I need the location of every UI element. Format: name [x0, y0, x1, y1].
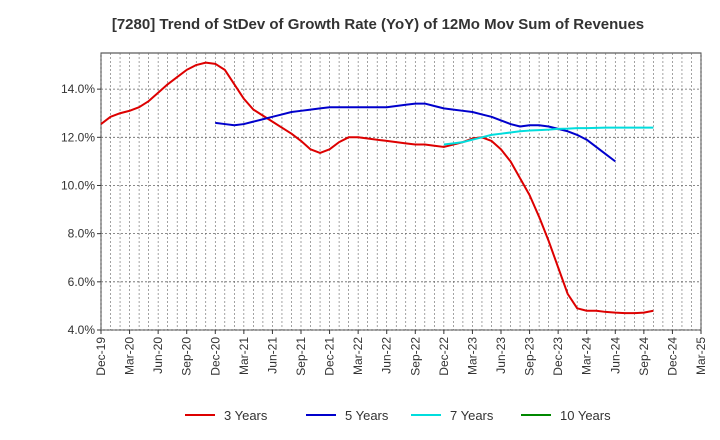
legend-label: 5 Years: [345, 408, 389, 423]
x-tick-label: Sep-24: [637, 337, 651, 376]
series-lines: [100, 61, 654, 315]
y-tick-label: 4.0%: [68, 323, 96, 337]
x-tick-label: Mar-25: [694, 337, 708, 375]
x-tick-label: Jun-20: [151, 337, 165, 374]
x-tick-label: Sep-20: [180, 337, 194, 376]
y-tick-label: 12.0%: [61, 130, 95, 144]
x-tick-label: Mar-20: [123, 337, 137, 375]
series-line-3-years: [100, 61, 654, 315]
x-tick-label: Jun-23: [494, 337, 508, 374]
y-tick-label: 10.0%: [61, 178, 95, 192]
y-tick-label: 14.0%: [61, 82, 95, 96]
series-line-7-years: [443, 126, 654, 146]
y-axis-ticks: 4.0% 6.0% 8.0% 10.0% 12.0% 14.0%: [61, 82, 101, 337]
x-tick-label: Dec-19: [94, 337, 108, 376]
legend-label: 3 Years: [224, 408, 268, 423]
x-tick-label: Sep-21: [294, 337, 308, 376]
grid: [100, 53, 702, 331]
x-tick-label: Mar-23: [465, 337, 479, 375]
y-tick-label: 6.0%: [68, 275, 96, 289]
legend-label: 7 Years: [450, 408, 494, 423]
legend: 3 Years 5 Years 7 Years 10 Years: [185, 408, 611, 423]
x-tick-label: Dec-22: [437, 337, 451, 376]
legend-label: 10 Years: [560, 408, 611, 423]
x-tick-label: Mar-21: [237, 337, 251, 375]
x-tick-label: Dec-20: [208, 337, 222, 376]
x-tick-label: Sep-22: [408, 337, 422, 376]
x-tick-label: Mar-24: [580, 337, 594, 375]
x-tick-label: Jun-22: [380, 337, 394, 374]
x-tick-label: Dec-23: [551, 337, 565, 376]
chart-title: [7280] Trend of StDev of Growth Rate (Yo…: [112, 16, 644, 33]
x-tick-label: Dec-24: [665, 337, 679, 376]
series-line-5-years: [215, 102, 616, 163]
x-tick-label: Sep-23: [523, 337, 537, 376]
plot-area: [100, 52, 702, 331]
x-tick-label: Mar-22: [351, 337, 365, 375]
y-tick-label: 8.0%: [68, 227, 96, 241]
x-tick-label: Jun-21: [265, 337, 279, 374]
x-tick-label: Dec-21: [323, 337, 337, 376]
x-axis-ticks: Dec-19 Mar-20 Jun-20 Sep-20 Dec-20 Mar-21 Jun-…: [94, 330, 708, 376]
x-tick-label: Jun-24: [608, 337, 622, 374]
